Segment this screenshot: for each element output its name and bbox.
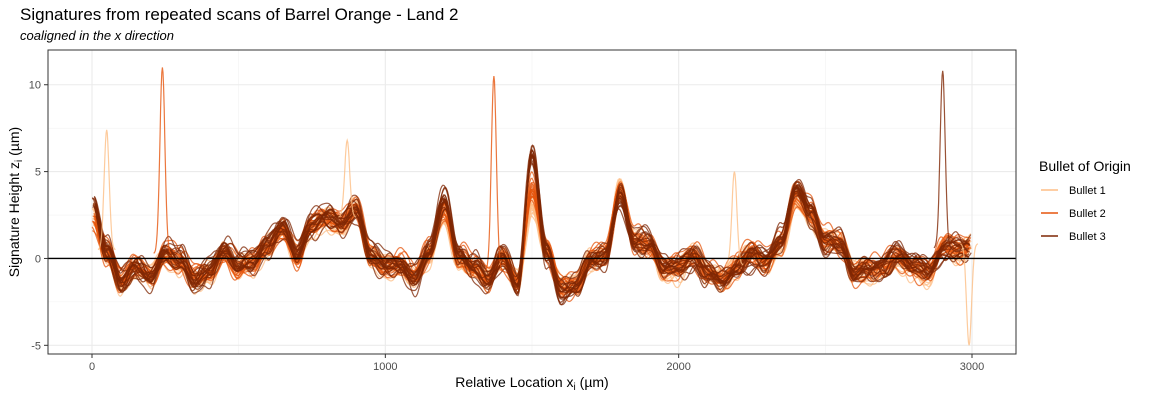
spike-trace [933,70,952,249]
series-layer [91,67,979,346]
x-axis-title-main: Relative Location x [455,374,573,390]
legend-item: Bullet 3 [1041,231,1106,243]
y-tick-label: -5 [31,340,41,352]
y-axis-title-sub: i [14,160,25,162]
x-axis-title-sub: i [574,382,576,393]
legend-title: Bullet of Origin [1039,158,1131,174]
legend-label: Bullet 1 [1069,185,1106,197]
scan-trace [92,162,969,306]
scan-trace [95,155,970,303]
chart-title: Signatures from repeated scans of Barrel… [20,5,459,24]
y-axis-title-main: Signature Height z [6,162,22,277]
axis-ticks: 0 1000 2000 3000 -5 0 5 10 [29,80,984,373]
legend-item: Bullet 2 [1041,208,1106,220]
spike-trace [153,67,172,254]
y-tick-label: 10 [29,80,41,92]
x-tick-label: 3000 [960,361,984,373]
x-tick-label: 0 [89,361,95,373]
spike-trace [97,129,116,251]
spike-trace [338,138,357,218]
scan-trace [92,157,971,299]
x-axis-title: Relative Location xi (µm) [455,374,608,393]
y-axis-title: Signature Height zi (µm) [6,127,25,277]
y-tick-label: 0 [35,253,41,265]
plot-panel-border [47,49,1017,355]
scan-trace [93,171,971,293]
x-tick-label: 1000 [373,361,397,373]
x-tick-label: 2000 [666,361,690,373]
x-axis-title-unit: (µm) [576,374,609,390]
series-bullet-3 [91,144,972,306]
legend-item: Bullet 1 [1041,185,1106,197]
y-axis-title-unit: (µm) [6,127,22,160]
chart-subtitle: coaligned in the x direction [20,28,174,43]
legend-items: Bullet 1 Bullet 2 Bullet 3 [1041,185,1106,243]
legend-label: Bullet 2 [1069,208,1106,220]
scan-trace [95,144,970,294]
legend-label: Bullet 3 [1069,231,1106,243]
y-tick-label: 5 [35,167,41,179]
spike-trace [960,243,979,346]
